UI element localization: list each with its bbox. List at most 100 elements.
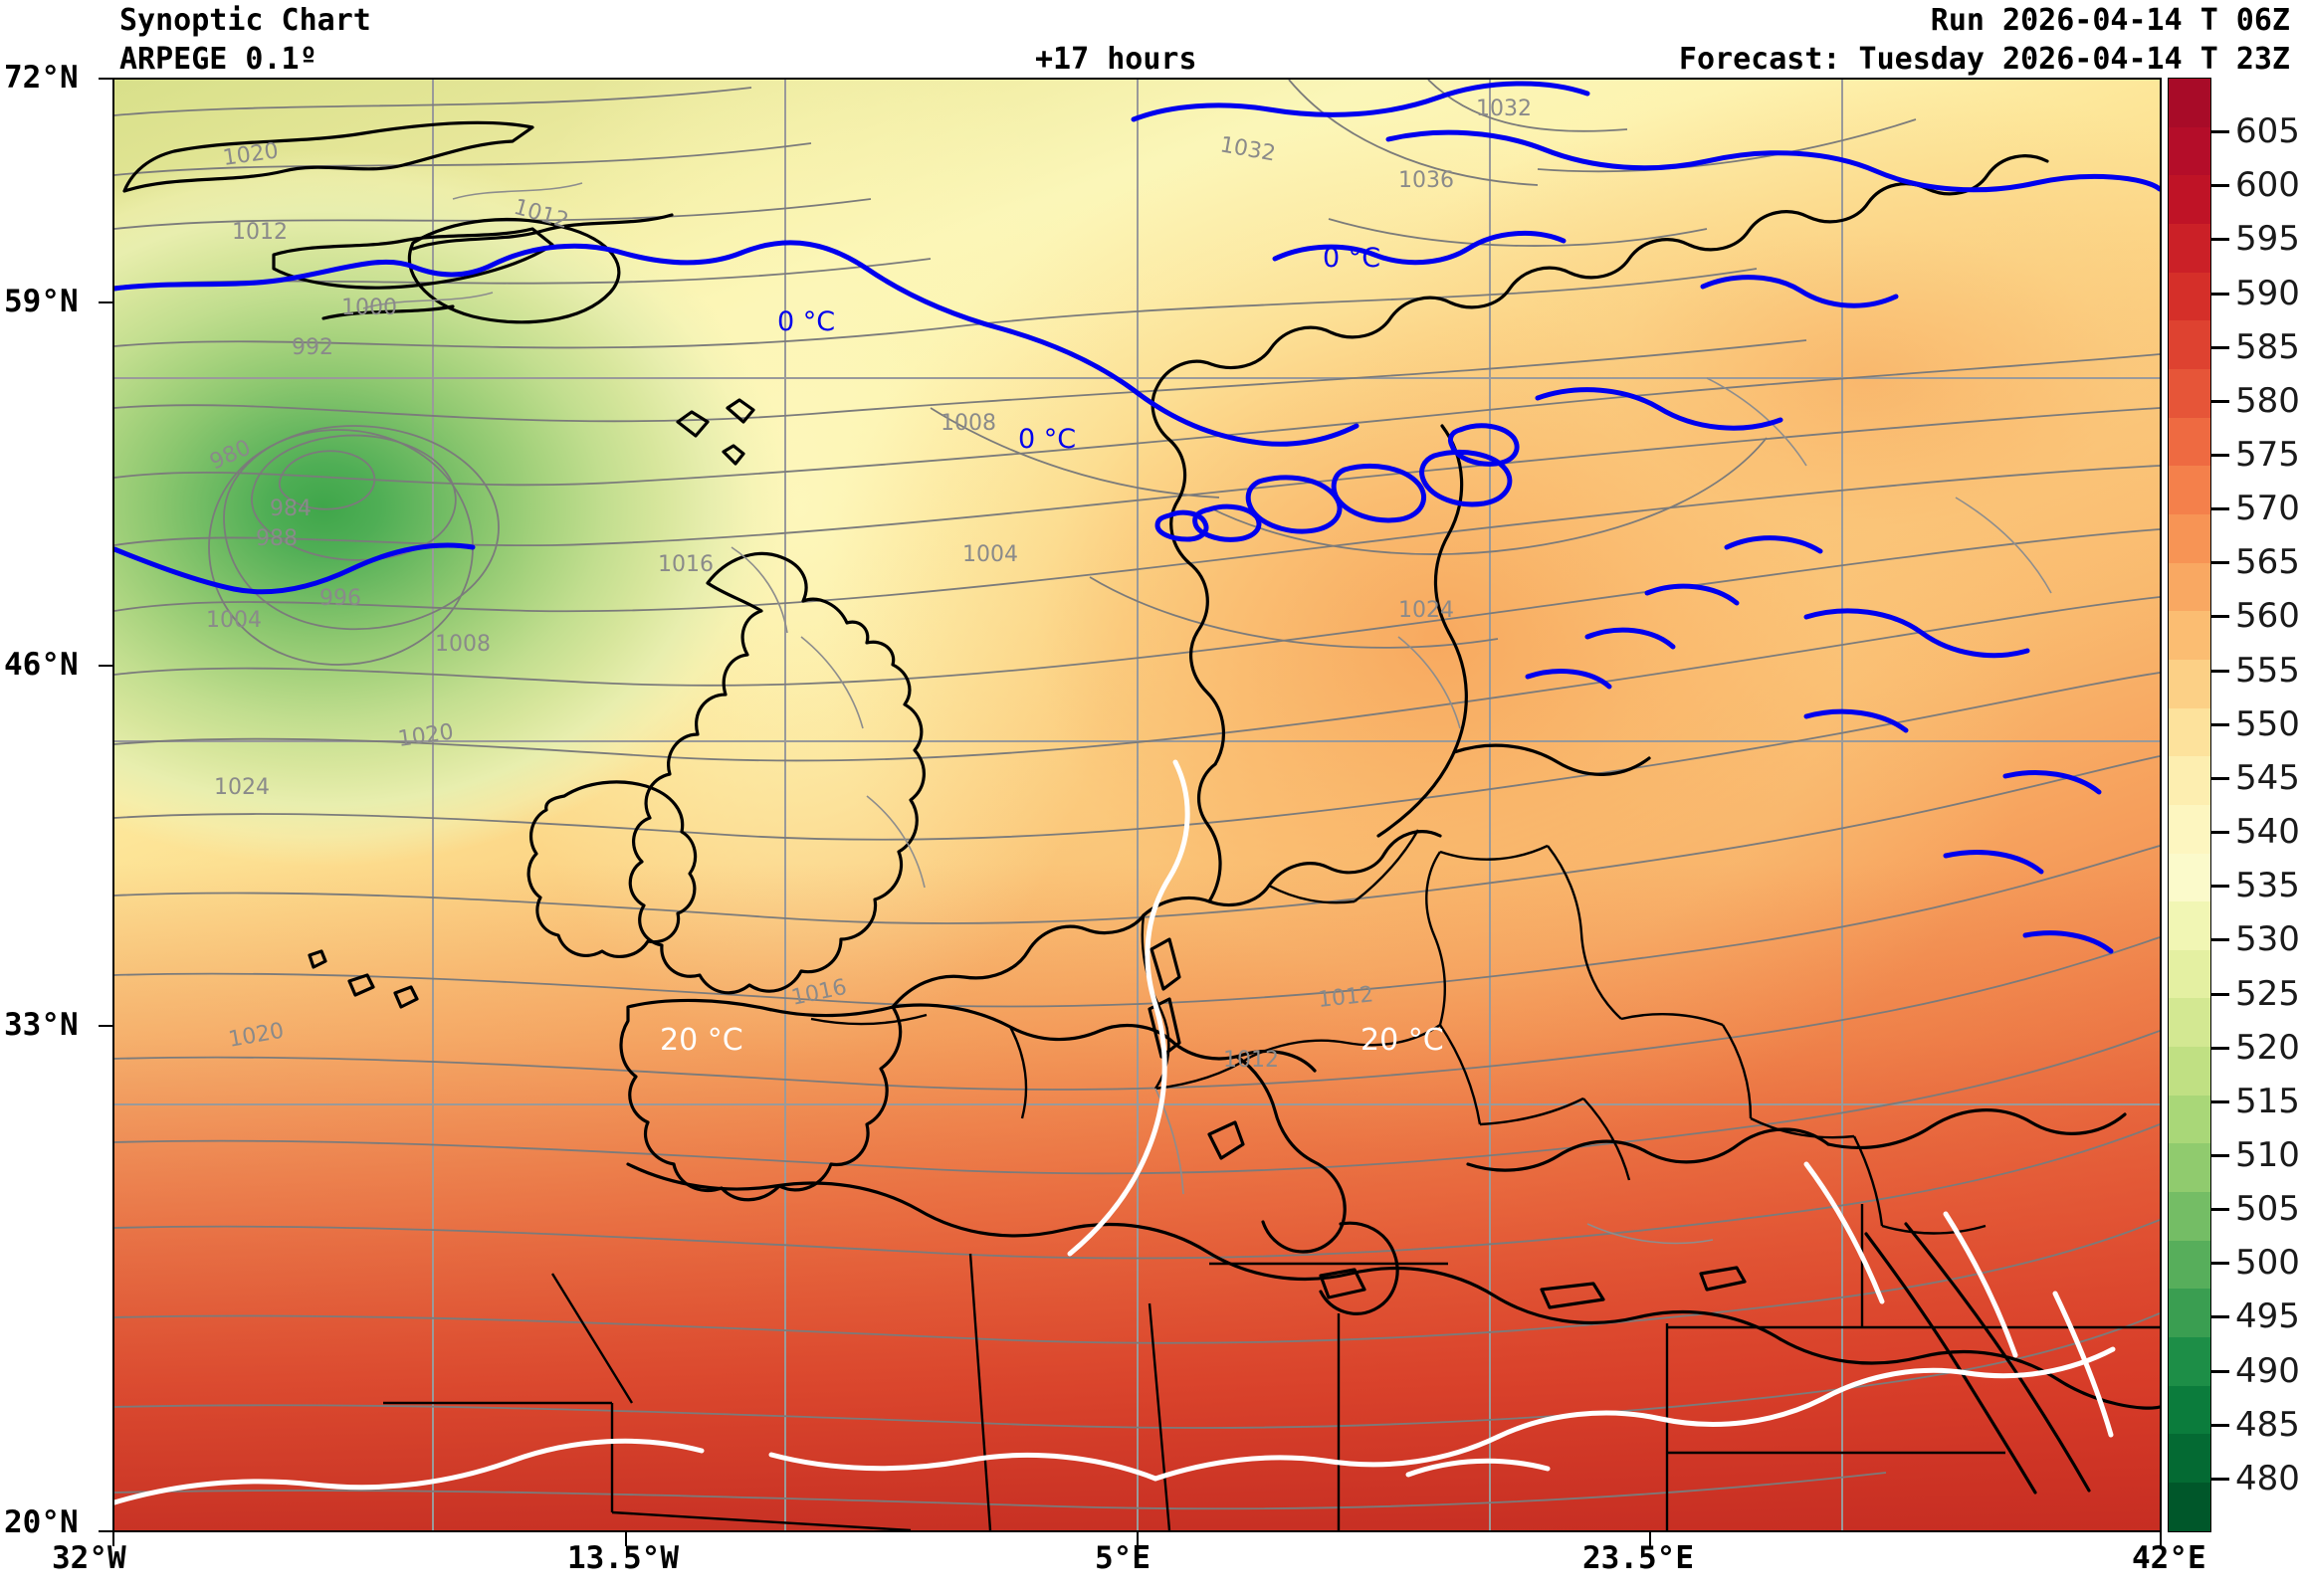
colorbar-tick-label: 575 (2235, 435, 2300, 476)
colorbar-tick (2211, 345, 2229, 349)
colorbar-segment (2169, 1385, 2210, 1435)
forecast-label: Forecast: Tuesday 2026-04-14 T 23Z (1678, 42, 2290, 77)
map-panel[interactable]: 0 °C 0 °C 0 °C (112, 78, 2162, 1532)
colorbar-tick-label: 510 (2235, 1134, 2300, 1175)
colorbar-tick (2211, 454, 2229, 458)
svg-text:996: 996 (319, 586, 361, 611)
colorbar-tick-label: 600 (2235, 165, 2300, 206)
svg-text:1000: 1000 (341, 296, 397, 320)
colorbar-tick (2211, 776, 2229, 780)
colorbar-segment (2169, 707, 2210, 757)
colorbar-tick-label: 495 (2235, 1297, 2300, 1337)
colorbar-segment (2169, 1143, 2210, 1193)
colorbar-tick-label: 585 (2235, 326, 2300, 367)
colorbar-tick (2211, 1477, 2229, 1481)
colorbar-segment (2169, 562, 2210, 612)
svg-text:984: 984 (270, 497, 312, 521)
colorbar-tick (2211, 722, 2229, 726)
colorbar-tick (2211, 831, 2229, 835)
colorbar-tick-label: 525 (2235, 973, 2300, 1014)
colorbar-segment (2169, 466, 2210, 514)
svg-text:1024: 1024 (214, 775, 270, 800)
colorbar-tick (2211, 1046, 2229, 1050)
colorbar-segment (2169, 1483, 2210, 1531)
graticule-layer (114, 80, 2160, 1530)
colorbar-segment (2169, 126, 2210, 176)
colorbar-segment (2169, 611, 2210, 660)
svg-text:1032: 1032 (1476, 97, 1532, 121)
colorbar-tick (2211, 992, 2229, 996)
chart-title: Synoptic Chart (119, 3, 371, 38)
colorbar-tick (2211, 399, 2229, 403)
colorbar-segment (2169, 79, 2210, 127)
x-tick-label-235e: 23.5°E (1582, 1540, 1694, 1576)
colorbar-segment (2169, 659, 2210, 708)
x-tick-label-42e: 42°E (2132, 1540, 2206, 1576)
colorbar-segment (2169, 175, 2210, 224)
svg-text:1020: 1020 (221, 138, 280, 171)
colorbar-segment (2169, 513, 2210, 563)
map-canvas: 0 °C 0 °C 0 °C (114, 80, 2160, 1530)
y-tick-label-72n: 72°N (4, 60, 79, 96)
colorbar-tick (2211, 130, 2229, 134)
colorbar-segment (2169, 1192, 2210, 1241)
colorbar-segment (2169, 901, 2210, 950)
svg-text:1024: 1024 (1398, 598, 1454, 623)
y-tick-20n (99, 1530, 112, 1532)
colorbar-segment (2169, 368, 2210, 418)
colorbar-segment (2169, 320, 2210, 369)
x-tick-42e (2160, 1532, 2162, 1546)
colorbar-tick-label: 550 (2235, 703, 2300, 744)
coastline-layer (122, 120, 2160, 1530)
svg-text:1008: 1008 (941, 411, 996, 436)
isotherm-0c-layer: 0 °C 0 °C 0 °C (114, 81, 2160, 954)
svg-text:992: 992 (292, 335, 333, 360)
svg-text:20 °C: 20 °C (660, 1023, 743, 1058)
colorbar-segment (2169, 223, 2210, 273)
svg-text:988: 988 (256, 526, 298, 551)
x-tick-label-135w: 13.5°W (567, 1540, 679, 1576)
colorbar-tick (2211, 669, 2229, 673)
colorbar-tick-label: 505 (2235, 1189, 2300, 1230)
x-tick-32w (112, 1532, 114, 1546)
colorbar-tick (2211, 1208, 2229, 1212)
y-tick-label-59n: 59°N (4, 284, 79, 319)
y-tick-33n (99, 1025, 112, 1027)
run-label: Run 2026-04-14 T 06Z (1930, 3, 2290, 38)
colorbar-segment (2169, 1095, 2210, 1144)
colorbar-tick (2211, 1099, 2229, 1103)
colorbar-segment (2169, 272, 2210, 321)
colorbar-tick (2211, 238, 2229, 242)
x-tick-label-5e: 5°E (1095, 1540, 1151, 1576)
x-tick-135w (625, 1532, 627, 1546)
x-tick-235e (1649, 1532, 1651, 1546)
isobar-layer (114, 80, 2160, 1510)
colorbar-tick (2211, 938, 2229, 942)
colorbar-tick (2211, 1423, 2229, 1427)
colorbar-tick (2211, 885, 2229, 889)
colorbar-tick (2211, 561, 2229, 565)
svg-text:0 °C: 0 °C (777, 306, 835, 337)
colorbar-tick-label: 545 (2235, 757, 2300, 798)
colorbar-tick-label: 490 (2235, 1350, 2300, 1391)
colorbar-tick (2211, 184, 2229, 188)
colorbar[interactable] (2168, 78, 2211, 1532)
isotherm-20c-layer: 20 °C 20 °C (114, 759, 2116, 1505)
svg-text:1012: 1012 (511, 195, 571, 234)
svg-text:0 °C: 0 °C (1323, 243, 1380, 274)
colorbar-tick-label: 520 (2235, 1027, 2300, 1068)
colorbar-tick-label: 530 (2235, 919, 2300, 960)
model-label: ARPEGE 0.1º (119, 42, 317, 77)
colorbar-tick-label: 535 (2235, 866, 2300, 906)
y-tick-label-33n: 33°N (4, 1007, 79, 1043)
svg-text:1036: 1036 (1398, 168, 1454, 193)
colorbar-tick (2211, 1315, 2229, 1319)
svg-text:1020: 1020 (227, 1019, 286, 1053)
colorbar-tick (2211, 507, 2229, 511)
colorbar-segment (2169, 853, 2210, 902)
colorbar-segment (2169, 998, 2210, 1048)
colorbar-tick-label: 555 (2235, 650, 2300, 691)
x-tick-5e (1137, 1532, 1139, 1546)
svg-text:1004: 1004 (206, 608, 262, 633)
